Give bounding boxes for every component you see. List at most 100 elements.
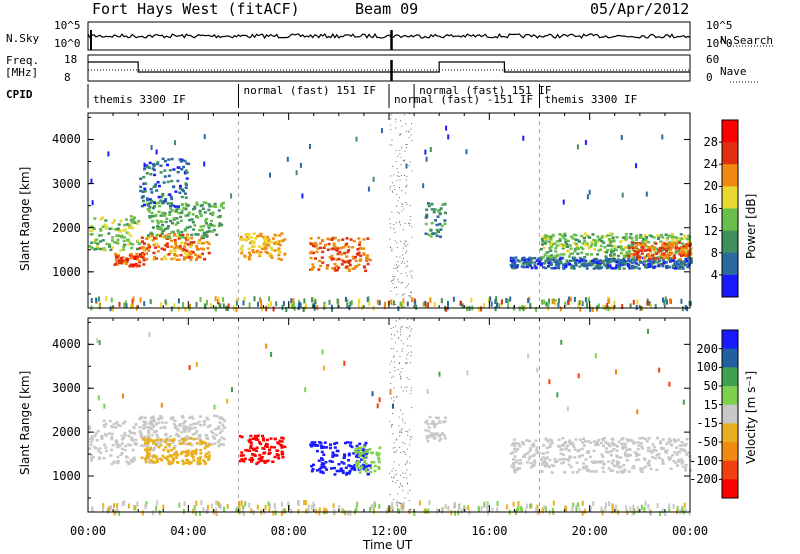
velocity-cell [352, 466, 356, 470]
power-cell [186, 204, 190, 207]
velocity-gap-dots [405, 430, 407, 432]
power-cell [156, 222, 160, 225]
velocity-cell [115, 443, 119, 446]
power-cell [589, 245, 593, 248]
velocity-cell [568, 442, 572, 446]
velocity-cell [356, 450, 360, 454]
power-cell [102, 248, 106, 252]
power-cell [170, 257, 174, 261]
velocity-cell [88, 447, 92, 450]
power-gap-dots [411, 170, 413, 172]
velocity-cell [321, 445, 325, 449]
power-cell [122, 239, 126, 243]
power-cell [252, 232, 256, 235]
power-cell [107, 232, 111, 235]
velocity-cell [222, 437, 226, 441]
velocity-cell [149, 420, 153, 424]
cpid-segment-label: normal (fast) 151 IF [243, 84, 376, 97]
velocity-gap-dots [409, 509, 410, 511]
velocity-cell [116, 455, 120, 459]
power-noise [621, 192, 624, 198]
power-noise [681, 306, 684, 312]
power-gap-dots [395, 303, 396, 305]
power-gap-dots [390, 247, 391, 249]
power-cell [116, 238, 120, 242]
power-region [113, 252, 146, 268]
velocity-gap-dots [389, 420, 391, 422]
power-cell [546, 237, 550, 240]
power-noise [390, 299, 393, 305]
power-cell [247, 247, 251, 250]
velocity-gap-dots [390, 382, 392, 384]
velocity-noise [290, 508, 293, 514]
velocity-gap-dots [405, 463, 406, 465]
velocity-cell [278, 439, 282, 443]
power-cell [146, 234, 150, 237]
velocity-cell [625, 438, 629, 441]
power-cell [324, 243, 327, 247]
velocity-cell [171, 441, 175, 444]
power-cell [630, 267, 634, 270]
power-cell [92, 227, 96, 230]
velocity-cell [161, 454, 165, 458]
power-cell [330, 258, 334, 261]
power-noise [557, 302, 560, 308]
velocity-gap-dots [399, 502, 401, 504]
power-cell [198, 228, 202, 232]
power-cell [568, 262, 572, 266]
power-cell [686, 257, 690, 260]
power-cell [678, 267, 682, 270]
power-cell [598, 262, 602, 265]
velocity-gap-dots [410, 345, 412, 347]
velocity-noise [450, 510, 453, 516]
power-cell [161, 157, 165, 160]
velocity-cell [147, 436, 151, 440]
velocity-noise [581, 500, 584, 506]
velocity-cell [199, 423, 203, 427]
velocity-cell [255, 449, 259, 453]
power-region [539, 232, 692, 259]
velocity-cell [129, 431, 133, 435]
power-cell [557, 264, 561, 267]
velocity-cell [115, 421, 119, 424]
velocity-cell [110, 462, 114, 466]
velocity-noise [658, 367, 661, 373]
velocity-cell [127, 434, 131, 438]
power-cell [309, 242, 313, 246]
power-noise [589, 306, 592, 312]
freq-trace [88, 61, 690, 73]
velocity-noise [584, 508, 587, 514]
power-cell [129, 215, 133, 218]
power-cell [548, 258, 552, 262]
velocity-cell [680, 458, 684, 461]
velocity-cell [542, 452, 546, 455]
power-cell [142, 263, 146, 266]
velocity-noise [444, 504, 447, 510]
power-cell [211, 205, 215, 208]
velocity-cell [104, 446, 108, 449]
power-cell [645, 248, 649, 252]
power-cell [202, 224, 206, 228]
velocity-region [88, 419, 156, 466]
power-noise [219, 303, 222, 309]
power-cell [157, 195, 161, 199]
power-cell [511, 261, 515, 264]
velocity-cell [251, 453, 254, 456]
velocity-cell [357, 460, 361, 463]
velocity-cell [213, 437, 217, 440]
power-gap-dots [406, 146, 407, 148]
power-cell [570, 235, 574, 238]
power-cell [436, 215, 440, 218]
power-cell [674, 251, 678, 255]
velocity-cell [661, 460, 665, 464]
velocity-cell [139, 433, 143, 437]
power-gap-dots [407, 302, 409, 304]
power-cell [188, 245, 192, 249]
velocity-region [509, 436, 693, 474]
velocity-cell [222, 426, 226, 429]
velocity-cell [681, 460, 685, 463]
velocity-cell [310, 441, 314, 444]
velocity-cell [343, 454, 347, 457]
power-cell [660, 233, 664, 237]
velocity-gap-dots [408, 510, 410, 512]
